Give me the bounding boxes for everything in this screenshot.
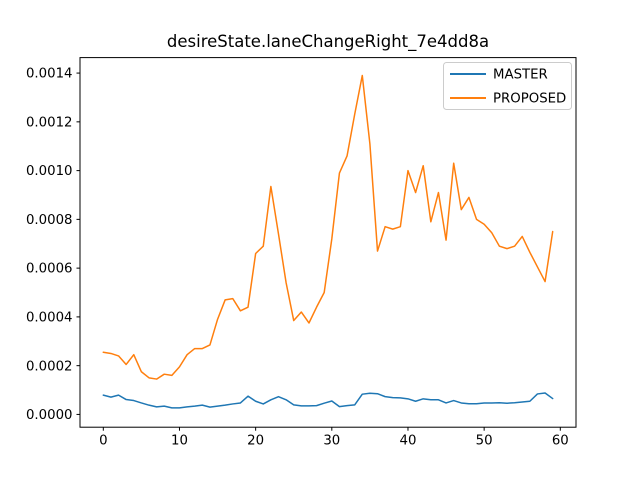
y-tick-label: 0.0014 (26, 67, 73, 82)
chart-title: desireState.laneChangeRight_7e4dd8a (167, 32, 489, 52)
y-tick-label: 0.0012 (26, 115, 73, 130)
data-series-lines (102, 74, 554, 409)
x-tick-label: 10 (171, 434, 188, 449)
y-tick-label: 0.0002 (26, 359, 73, 374)
legend: MASTER PROPOSED (443, 62, 572, 110)
x-tick-label: 60 (552, 434, 569, 449)
series-line-proposed (102, 74, 554, 380)
x-tick-label: 30 (323, 434, 340, 449)
y-tick-label: 0.0006 (26, 262, 73, 277)
axes-frame (79, 57, 577, 428)
series-line-master (102, 392, 554, 409)
x-tick-label: 20 (247, 434, 264, 449)
x-tick-label: 0 (99, 434, 107, 449)
legend-label-master: MASTER (493, 68, 548, 83)
y-tick-label: 0.0008 (26, 213, 73, 228)
x-tick-label: 40 (400, 434, 417, 449)
y-tick-label: 0.0010 (26, 164, 73, 179)
y-tick-label: 0.0000 (26, 408, 73, 423)
y-tick-label: 0.0004 (26, 310, 73, 325)
y-axis-ticks: 0.0000 0.0002 0.0004 0.0006 0.0008 0.0010 0.00… (26, 67, 80, 423)
x-axis-ticks: 0 10 20 30 40 50 60 (99, 427, 569, 449)
legend-label-proposed: PROPOSED (493, 92, 566, 107)
x-tick-label: 50 (476, 434, 493, 449)
